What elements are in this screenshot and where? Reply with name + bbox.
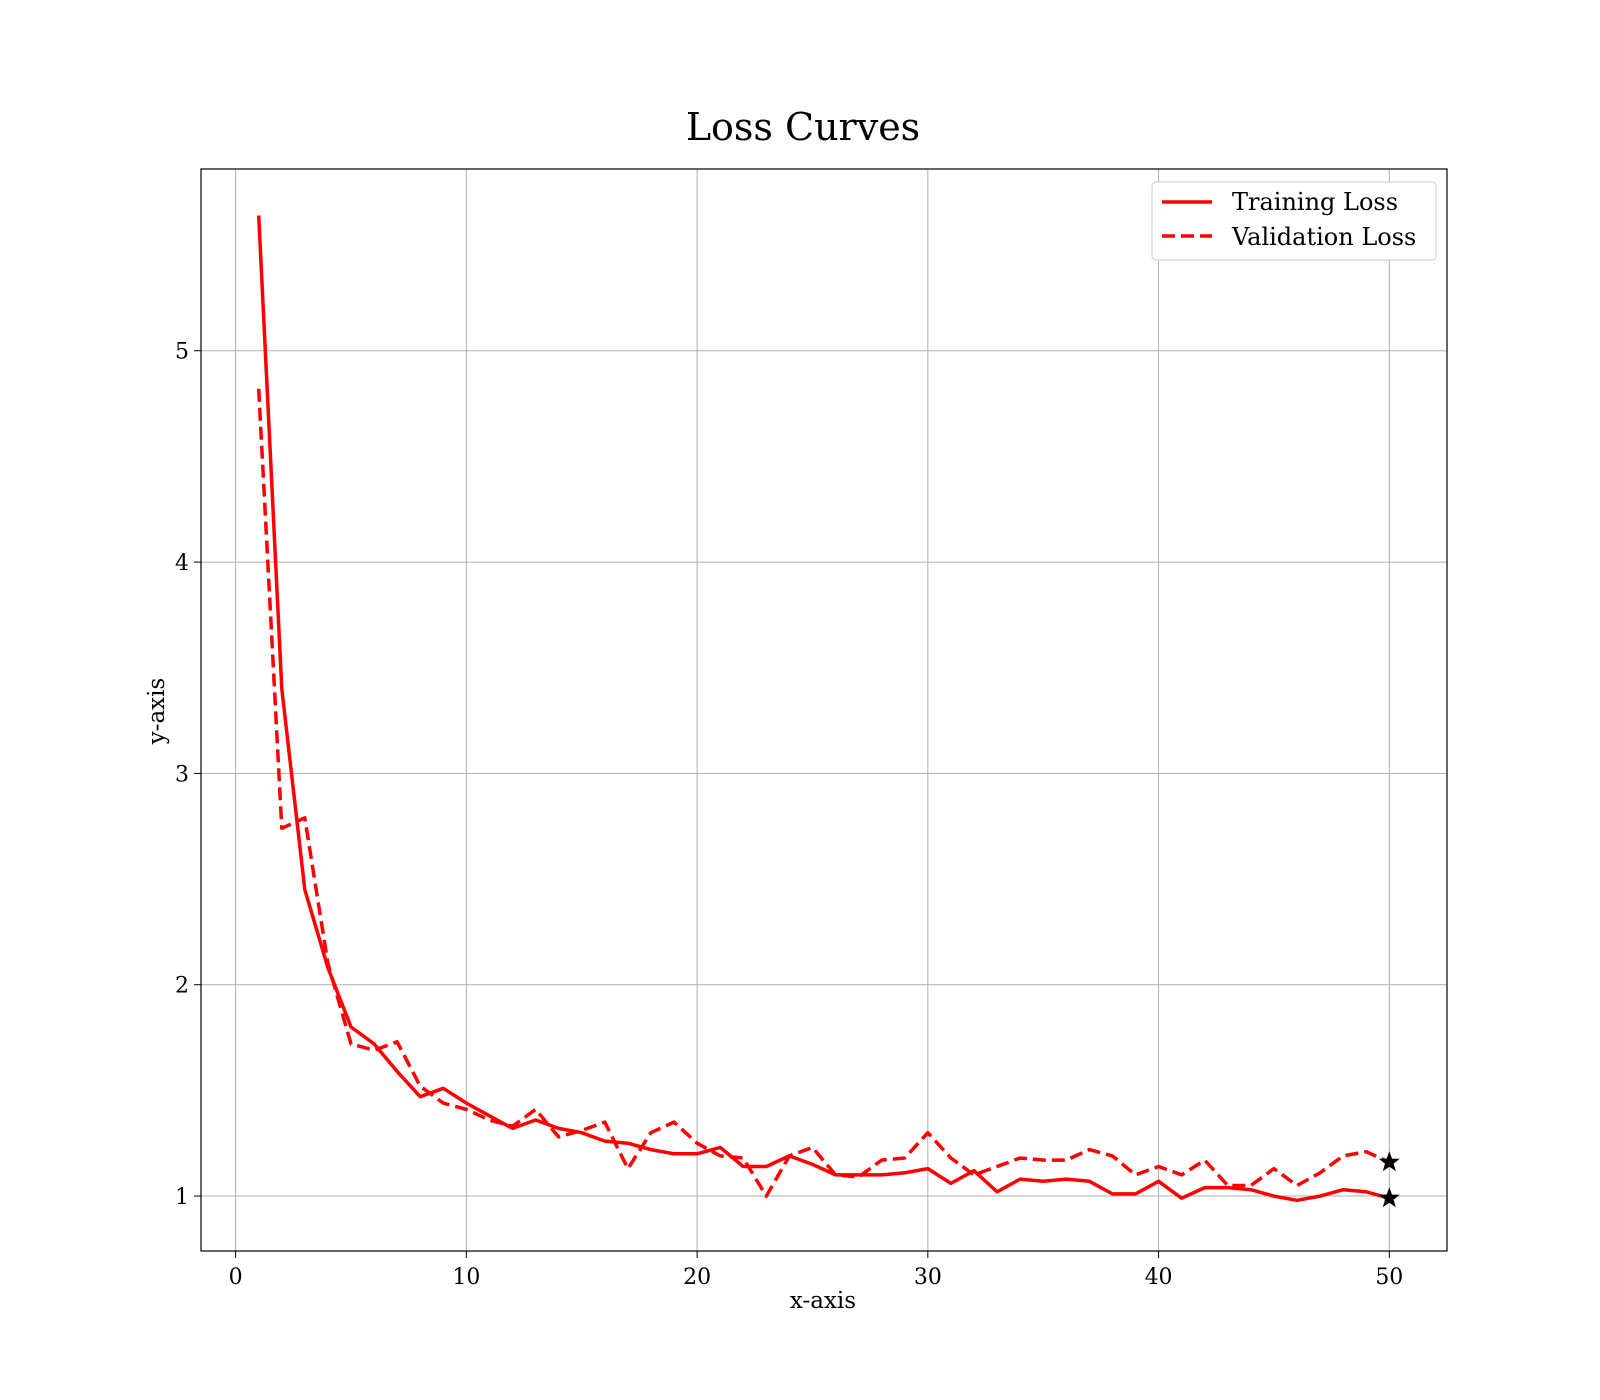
x-tick-label: 0 xyxy=(229,1265,243,1290)
chart-title: Loss Curves xyxy=(686,105,920,149)
y-axis-label: y-axis xyxy=(144,678,170,746)
x-axis-label: x-axis xyxy=(790,1288,856,1314)
legend-label-validation: Validation Loss xyxy=(1231,223,1416,251)
validation-loss-line xyxy=(256,388,1391,1198)
legend: Training Loss Validation Loss xyxy=(1151,181,1437,261)
end-markers xyxy=(1378,1151,1400,1208)
y-tick-label: 2 xyxy=(175,974,189,999)
legend-label-training: Training Loss xyxy=(1232,188,1398,216)
x-tick-label: 30 xyxy=(914,1265,942,1290)
legend-box xyxy=(1151,181,1437,261)
x-tick-label: 10 xyxy=(452,1265,480,1290)
star-marker xyxy=(1378,1187,1400,1208)
y-tick-label: 1 xyxy=(175,1185,189,1210)
training-loss-line xyxy=(256,215,1390,1203)
x-tick-label: 20 xyxy=(683,1265,711,1290)
series-lines xyxy=(256,215,1391,1203)
plot-frame xyxy=(200,168,1448,1252)
y-tick-label: 4 xyxy=(175,551,189,576)
x-tick-label: 50 xyxy=(1375,1265,1403,1290)
x-tick-label: 40 xyxy=(1145,1265,1173,1290)
y-tick-label: 5 xyxy=(175,340,189,365)
star-marker xyxy=(1378,1151,1400,1172)
y-tick-label: 3 xyxy=(175,762,189,787)
axis-ticks: 0 10 20 30 40 50 1 2 3 4 5 xyxy=(175,340,1403,1290)
grid-lines xyxy=(201,169,1447,1251)
